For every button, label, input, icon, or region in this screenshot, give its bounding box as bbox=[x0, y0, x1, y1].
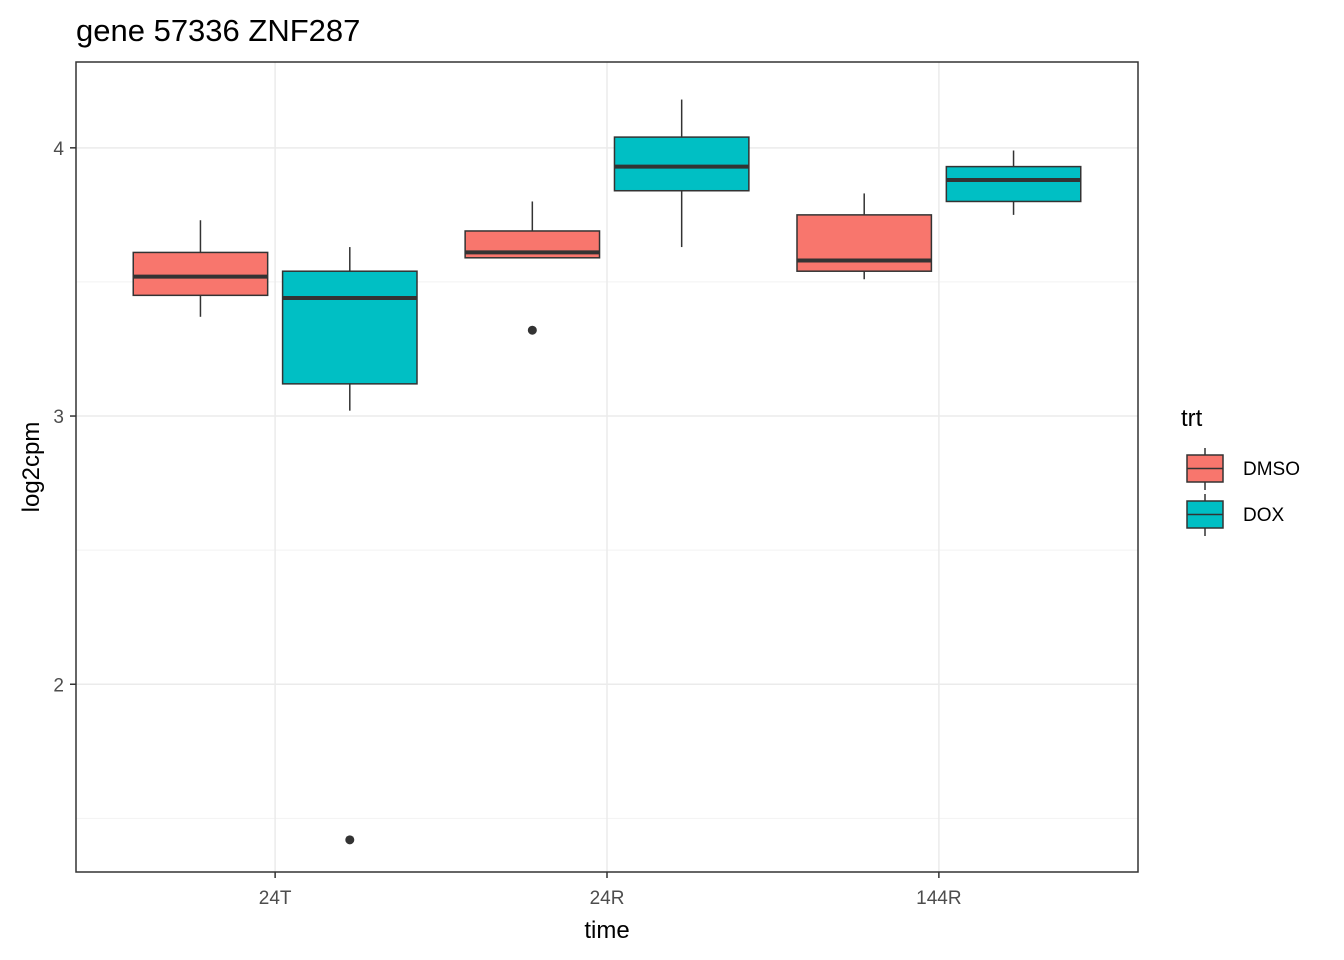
legend-key-dox: DOX bbox=[1186, 494, 1285, 536]
legend-key-dmso: DMSO bbox=[1186, 448, 1300, 490]
box-body bbox=[613, 136, 750, 192]
box-dmso-24t bbox=[132, 220, 269, 317]
box-dox-144r bbox=[945, 150, 1082, 215]
legend-label: DMSO bbox=[1243, 459, 1300, 480]
box-body bbox=[945, 165, 1082, 203]
legend: trt DMSO DOX bbox=[1181, 405, 1300, 536]
y-tick-label: 2 bbox=[53, 675, 64, 696]
y-tick-label: 3 bbox=[53, 407, 64, 428]
outlier-point bbox=[527, 325, 537, 335]
legend-label: DOX bbox=[1243, 505, 1285, 526]
box-dmso-144r bbox=[796, 193, 933, 280]
y-axis: 2 3 4 bbox=[53, 139, 76, 696]
y-tick-label: 4 bbox=[53, 139, 64, 160]
box-dmso-24r bbox=[464, 201, 601, 335]
box-body bbox=[796, 214, 933, 272]
x-axis: 24T 24R 144R bbox=[259, 872, 962, 909]
box-body bbox=[281, 270, 418, 385]
chart-title: gene 57336 ZNF287 bbox=[76, 13, 360, 48]
legend-title: trt bbox=[1181, 405, 1203, 432]
box-body bbox=[132, 251, 269, 297]
x-tick-label: 24T bbox=[259, 888, 292, 909]
box-dox-24r bbox=[613, 99, 750, 248]
x-axis-title: time bbox=[584, 917, 629, 944]
box-dox-24t bbox=[281, 247, 418, 845]
x-tick-label: 144R bbox=[916, 888, 961, 909]
outlier-point bbox=[345, 835, 355, 845]
box-layer bbox=[132, 99, 1082, 845]
x-tick-label: 24R bbox=[590, 888, 625, 909]
y-axis-title: log2cpm bbox=[18, 422, 45, 513]
